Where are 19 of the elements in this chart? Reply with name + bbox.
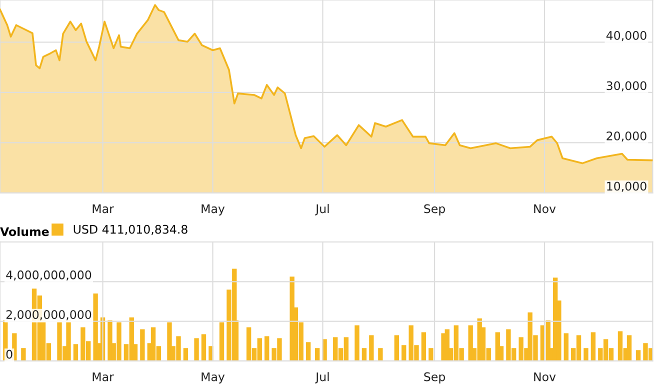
x-tick-label: Jul xyxy=(315,204,329,216)
y-tick-label: 4,000,000,000 xyxy=(6,270,92,281)
x-tick-label: Jul xyxy=(315,372,329,384)
y-tick-label: 30,000 xyxy=(606,81,646,92)
x-tick-label: May xyxy=(202,372,225,384)
y-tick-label: 20,000 xyxy=(606,131,646,142)
x-tick-label: Sep xyxy=(424,372,446,384)
y-tick-label: 40,000 xyxy=(606,30,646,42)
chart-title: Volume xyxy=(0,226,49,236)
x-tick-label: Nov xyxy=(534,372,556,382)
y-tick-label: 0 xyxy=(6,350,12,359)
x-tick-label: Sep xyxy=(424,204,446,216)
x-tick-label: Nov xyxy=(534,204,556,214)
x-tick-label: May xyxy=(202,204,225,216)
x-tick-label: Mar xyxy=(92,204,114,214)
x-tick-label: Mar xyxy=(92,372,114,382)
y-tick-label: 10,000 xyxy=(607,182,646,192)
y-tick-label: 2,000,000,000 xyxy=(6,310,92,320)
legend-label: USD 411,010,834.8 xyxy=(74,224,188,235)
